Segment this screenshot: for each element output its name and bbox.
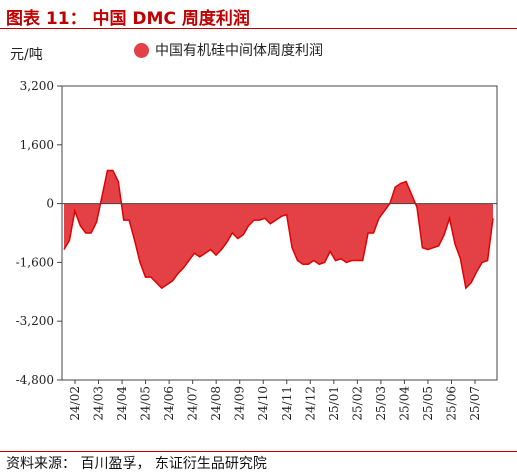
x-tick-label: 24/09	[233, 386, 247, 421]
x-tick-label: 25/06	[444, 386, 458, 421]
x-tick-label: 24/03	[92, 386, 106, 421]
x-tick-label: 25/05	[421, 386, 435, 421]
source-note: 资料来源： 百川盈孚， 东证衍生品研究院	[6, 456, 267, 472]
x-tick-label: 24/08	[209, 386, 223, 421]
chart-title: 图表 11： 中国 DMC 周度利润	[6, 9, 250, 29]
x-tick-label: 24/06	[162, 386, 176, 421]
source-divider	[0, 451, 517, 452]
plot-frame	[61, 85, 498, 381]
legend-marker	[134, 42, 149, 58]
x-tick-label: 24/12	[303, 386, 317, 421]
legend: 中国有机硅中间体周度利润	[134, 40, 323, 60]
y-tick-label: -4,800	[16, 373, 54, 387]
y-tick-label: -3,200	[16, 314, 54, 328]
y-tick-label: 3,200	[20, 79, 54, 93]
y-tick-label: 0	[46, 197, 54, 211]
x-tick-label: 25/03	[374, 386, 388, 421]
x-tick-label: 24/05	[139, 386, 153, 421]
x-tick-label: 24/04	[115, 386, 129, 421]
x-tick-label: 24/11	[280, 386, 294, 421]
x-tick-label: 24/02	[68, 386, 82, 421]
y-tick-label: 1,600	[20, 138, 54, 152]
x-tick-label: 25/07	[468, 386, 482, 421]
x-tick-label: 24/10	[256, 386, 270, 421]
legend-series-label: 中国有机硅中间体周度利润	[155, 43, 323, 59]
x-tick-label: 25/01	[327, 386, 341, 421]
x-tick-label: 25/04	[397, 386, 411, 421]
title-divider	[0, 28, 517, 29]
y-tick-label: -1,600	[16, 255, 54, 269]
series-area-profit	[64, 170, 493, 289]
x-tick-label: 24/07	[186, 386, 200, 421]
x-tick-label: 25/02	[350, 386, 364, 421]
series-line-profit	[63, 169, 494, 290]
y-axis-unit-label: 元/吨	[10, 47, 43, 63]
